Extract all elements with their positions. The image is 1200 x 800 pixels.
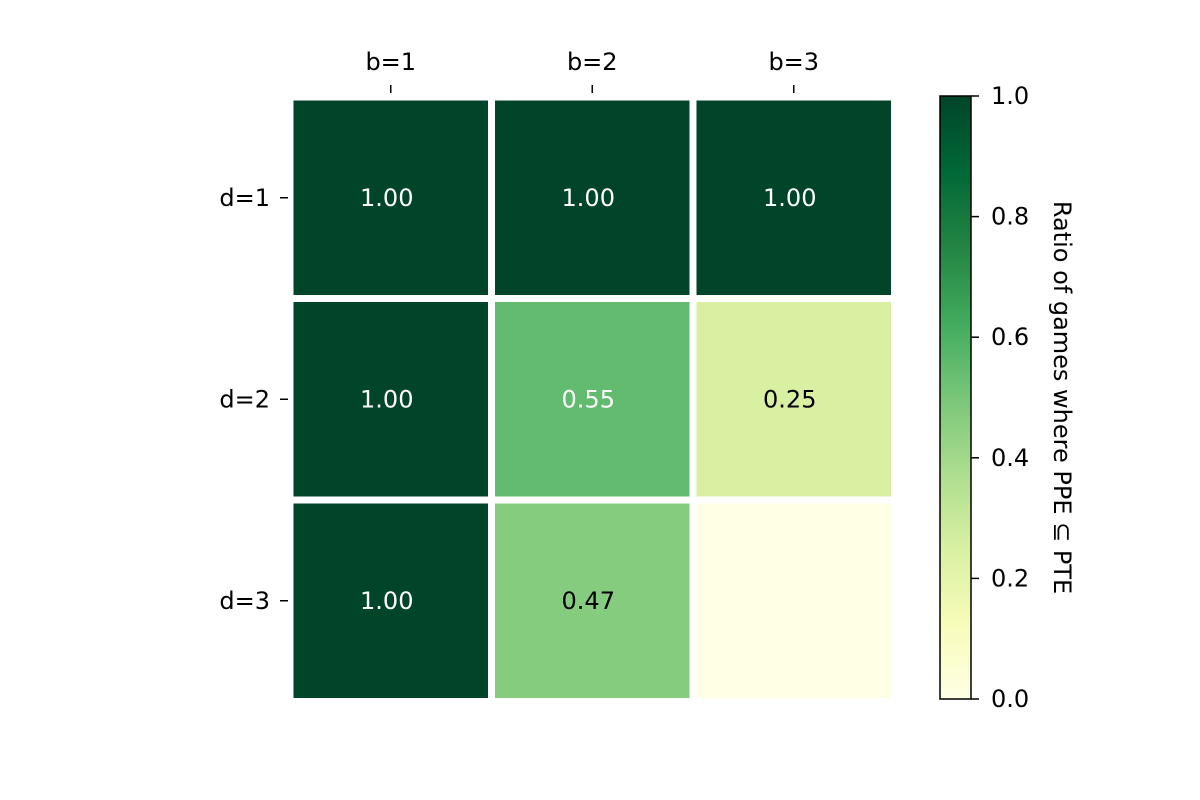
- heatmap-cell-r2-c3: [696, 302, 891, 497]
- y-tick-label: d=2: [219, 385, 270, 413]
- colorbar-tick-label: 0.4: [991, 444, 1029, 472]
- heatmap-cell-r3-c3: [696, 503, 891, 698]
- cell-value-label: 0.55: [562, 385, 615, 413]
- y-tick-label: d=3: [219, 587, 270, 615]
- x-tick-label: b=2: [567, 48, 618, 76]
- y-axis-ticks: d=1 d=2 d=3: [219, 184, 288, 615]
- cell-value-label: 1.00: [360, 587, 413, 615]
- colorbar-tick-label: 1.0: [991, 82, 1029, 110]
- colorbar-tick-label: 0.0: [991, 685, 1029, 713]
- heatmap-cell-r2-c2: [495, 302, 690, 497]
- colorbar: 0.0 0.2 0.4 0.6 0.8 1.0 Ratio of games where P…: [939, 82, 1076, 713]
- heatmap-cell-r3-c2: [495, 503, 690, 698]
- heatmap-cell-r1-c2: [495, 100, 690, 295]
- y-tick-label: d=1: [219, 184, 270, 212]
- cell-value-label: 1.00: [360, 385, 413, 413]
- x-tick-label: b=1: [365, 48, 416, 76]
- cell-value-label: 1.00: [360, 184, 413, 212]
- colorbar-tick-label: 0.8: [991, 203, 1029, 231]
- cell-value-label: 0.47: [562, 587, 615, 615]
- heatmap-cell-r1-c3: [696, 100, 891, 295]
- colorbar-tick-label: 0.6: [991, 323, 1029, 351]
- x-tick-label: b=3: [768, 48, 819, 76]
- colorbar-label: Ratio of games where PPE ⊆ PTE: [1048, 201, 1076, 594]
- heatmap-cell-r3-c1: [293, 503, 488, 698]
- heatmap-cells: 1.00 1.00 1.00 1.00 0.55 0.25 1.00 0.47: [293, 100, 891, 698]
- heatmap-cell-r2-c1: [293, 302, 488, 497]
- heatmap-cell-r1-c1: [293, 100, 488, 295]
- colorbar-tick-label: 0.2: [991, 564, 1029, 592]
- colorbar-gradient: [939, 95, 972, 700]
- cell-value-label: 1.00: [562, 184, 615, 212]
- cell-value-label: 1.00: [763, 184, 816, 212]
- cell-value-label: 0.25: [763, 385, 816, 413]
- x-axis-ticks: b=1 b=2 b=3: [365, 48, 819, 93]
